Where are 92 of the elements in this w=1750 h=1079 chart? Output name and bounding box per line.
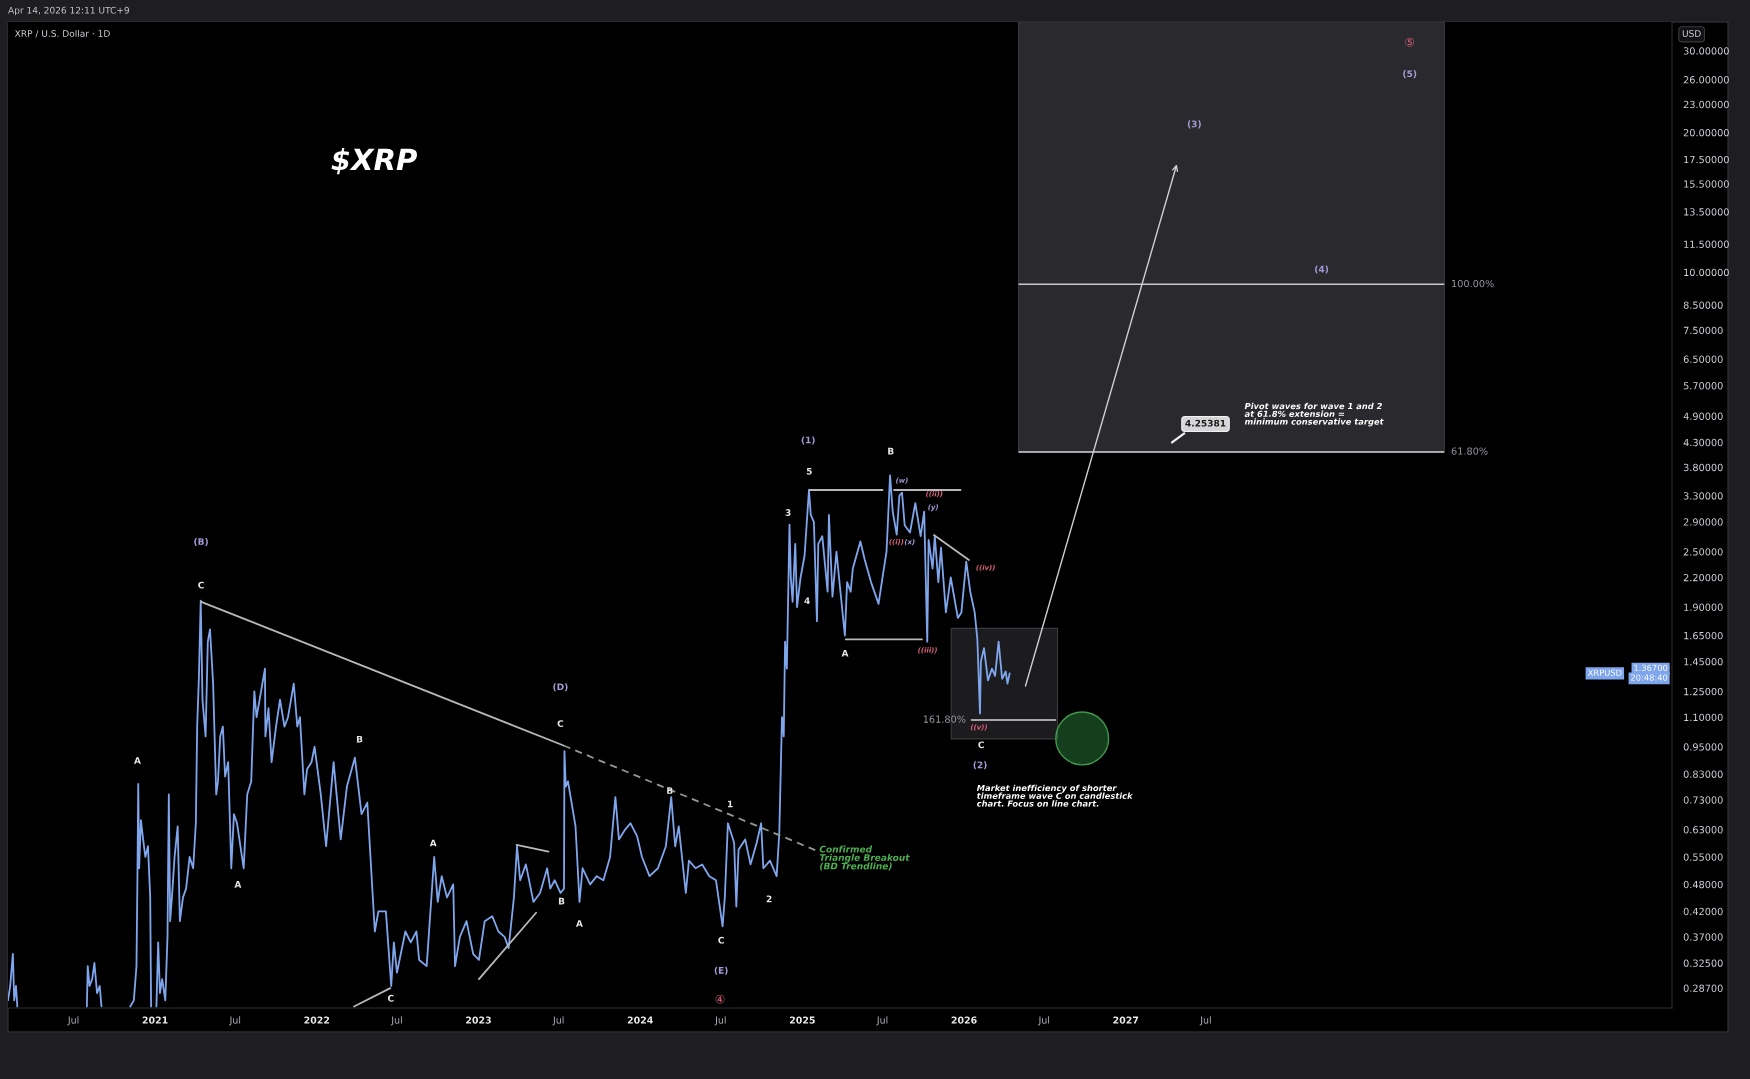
annotation: A <box>429 839 437 847</box>
x-tick-label: Jul <box>714 1016 726 1026</box>
y-tick-label: 10.00000 <box>1684 268 1729 277</box>
y-tick-label: 11.50000 <box>1684 240 1729 248</box>
text: XRP / U.S. Dollar · 1D <box>14 29 110 38</box>
annotation: (B) <box>194 538 208 547</box>
y-tick-label: 0.48000 <box>1683 880 1723 889</box>
annotation: 61.80% <box>1451 447 1488 455</box>
x-tick-label: Jul <box>552 1016 564 1026</box>
y-tick-label: 7.50000 <box>1683 326 1723 335</box>
y-tick-label: 2.90000 <box>1683 518 1723 526</box>
annotation: ⑤ <box>1405 37 1415 47</box>
x-tick-label: Jul <box>67 1016 79 1026</box>
y-tick-label: 6.50000 <box>1683 355 1723 363</box>
y-tick-label: 20.00000 <box>1683 128 1729 137</box>
annotation: 2 <box>766 895 772 903</box>
annotation: 1.36700 <box>1634 664 1668 671</box>
annotation: 161.80% <box>923 715 966 723</box>
y-tick-label: 4.30000 <box>1683 438 1723 447</box>
annotation: B <box>888 447 894 455</box>
annotation: A <box>841 649 849 657</box>
annotation: 1 <box>727 800 733 808</box>
y-tick-label: 26.00000 <box>1683 76 1729 84</box>
annotation: C <box>718 936 724 944</box>
y-tick-label: 0.83000 <box>1683 770 1723 778</box>
y-tick-label: 2.20000 <box>1683 573 1723 582</box>
x-tick-label: 2026 <box>951 1016 977 1024</box>
x-tick-label: 2021 <box>142 1016 168 1024</box>
y-tick-label: 3.80000 <box>1683 463 1723 472</box>
x-tick-label: Jul <box>1199 1016 1211 1026</box>
x-tick-label: 2022 <box>304 1016 330 1024</box>
y-tick-label: 0.37000 <box>1683 933 1723 941</box>
annotation: B <box>356 735 363 743</box>
annotation: (D) <box>553 683 568 692</box>
y-tick-label: 1.65000 <box>1684 631 1723 640</box>
annotation: 5 <box>806 467 812 475</box>
y-axis-title: USD <box>1682 30 1701 37</box>
annotation: (E) <box>714 966 728 975</box>
annotation: Confirmed Triangle Breakout (BD Trendline) <box>819 845 910 871</box>
annotation: Pivot waves for wave 1 and 2 at 61.8% extension = minimum conservative target <box>1244 402 1384 427</box>
y-tick-label: 8.50000 <box>1683 301 1723 309</box>
annotation: 4 <box>804 597 810 605</box>
y-tick-label: 3.30000 <box>1683 492 1723 500</box>
annotation: A <box>234 881 242 888</box>
y-tick-label: 0.55000 <box>1683 853 1723 861</box>
annotation: C <box>387 994 394 1002</box>
annotation: Market inefficiency of shorter timeframe wave C on candlestick chart. Focus on line chart. <box>976 784 1134 807</box>
y-tick-label: 0.28700 <box>1683 984 1723 992</box>
annotation: B <box>558 897 565 905</box>
x-tick-label: Jul <box>390 1016 402 1026</box>
x-tick-label: Jul <box>876 1016 888 1026</box>
annotation: (4) <box>1315 265 1329 274</box>
annotation: 20:48:40 <box>1631 674 1668 681</box>
y-tick-label: 17.50000 <box>1684 155 1729 164</box>
x-tick-label: 2024 <box>627 1016 653 1024</box>
x-tick-label: Jul <box>229 1016 241 1026</box>
text: Apr 14, 2026 12:11 UTC+9 <box>8 6 130 16</box>
y-tick-label: 13.50000 <box>1684 208 1729 216</box>
annotation: A <box>575 920 583 927</box>
y-tick-label: 23.00000 <box>1683 100 1729 109</box>
x-tick-label: Jul <box>1038 1016 1050 1026</box>
y-tick-label: 0.73000 <box>1683 796 1723 804</box>
x-tick-label: 2023 <box>466 1016 491 1024</box>
text: $XRP <box>331 147 417 175</box>
x-tick-label: 2025 <box>789 1016 815 1024</box>
y-tick-label: 0.95000 <box>1683 743 1723 751</box>
annotation: 100.00% <box>1452 279 1494 288</box>
y-tick-label: 30.00000 <box>1683 47 1729 55</box>
y-tick-label: 0.42000 <box>1683 907 1723 916</box>
x-tick-label: 2027 <box>1113 1016 1139 1024</box>
y-tick-label: 4.90000 <box>1683 412 1723 420</box>
annotation: C <box>978 741 984 749</box>
y-tick-label: 2.50000 <box>1683 548 1723 556</box>
y-tick-label: 0.32500 <box>1683 959 1723 967</box>
y-tick-label: 15.50000 <box>1684 180 1729 188</box>
y-tick-label: 5.70000 <box>1683 382 1723 390</box>
y-tick-label: 1.90000 <box>1684 603 1723 611</box>
y-tick-label: 1.45000 <box>1684 658 1723 666</box>
y-tick-label: 1.25000 <box>1684 687 1723 696</box>
annotation: (1) <box>801 436 815 445</box>
annotation: 4.25381 <box>1185 419 1226 427</box>
y-tick-label: 1.10000 <box>1684 713 1723 722</box>
annotation: ④ <box>715 994 725 1004</box>
annotation: A <box>134 757 141 764</box>
annotation: C <box>198 581 204 589</box>
annotation: (2) <box>973 761 987 770</box>
y-tick-label: 0.63000 <box>1683 826 1723 834</box>
annotation: 3 <box>785 509 791 516</box>
annotation: (3) <box>1187 120 1201 129</box>
annotation: C <box>557 720 564 727</box>
legend-label: XRPUSD <box>1587 669 1622 676</box>
annotation: (5) <box>1403 70 1417 79</box>
